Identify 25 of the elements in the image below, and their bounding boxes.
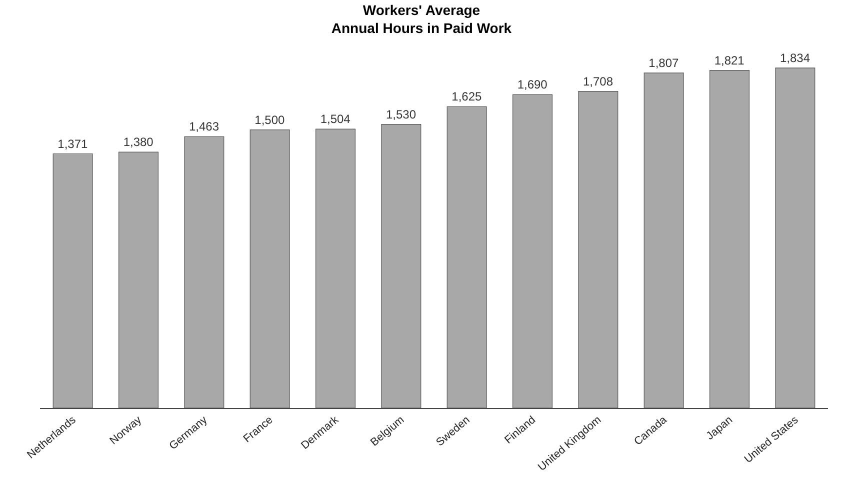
data-label: 1,625 — [452, 90, 482, 104]
data-label: 1,690 — [517, 78, 548, 92]
bar — [512, 94, 552, 408]
bar — [446, 106, 487, 408]
bar — [118, 152, 158, 408]
chart-title: Workers' Average Annual Hours in Paid Work — [331, 2, 512, 36]
data-label: 1,380 — [123, 135, 154, 150]
data-label: 1,708 — [582, 74, 614, 88]
data-label: 1,500 — [254, 112, 286, 127]
data-label: 1,834 — [780, 50, 810, 65]
bar — [52, 153, 93, 408]
data-label: 1,371 — [58, 136, 88, 151]
bar — [316, 128, 356, 408]
bar — [578, 90, 618, 408]
bar — [250, 130, 290, 408]
data-label: 1,504 — [320, 112, 351, 126]
data-label: 1,463 — [188, 120, 220, 134]
data-label: 1,821 — [714, 53, 745, 68]
bar — [184, 136, 224, 408]
bar — [644, 72, 684, 408]
data-label: 1,530 — [386, 107, 416, 122]
bar — [775, 68, 816, 408]
bar — [710, 70, 750, 408]
bar — [381, 124, 422, 408]
data-label: 1,807 — [648, 56, 680, 70]
